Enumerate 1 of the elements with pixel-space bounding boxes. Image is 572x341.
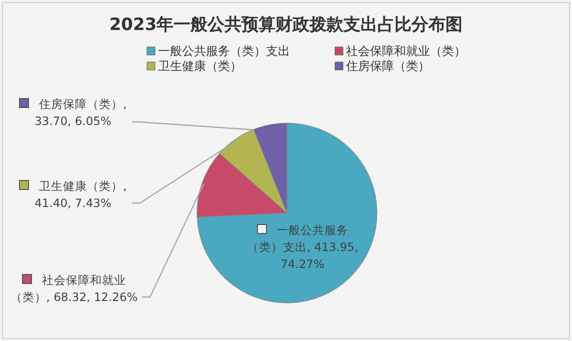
title: 2023年一般公共预算财政拨款支出占比分布图	[109, 15, 463, 35]
